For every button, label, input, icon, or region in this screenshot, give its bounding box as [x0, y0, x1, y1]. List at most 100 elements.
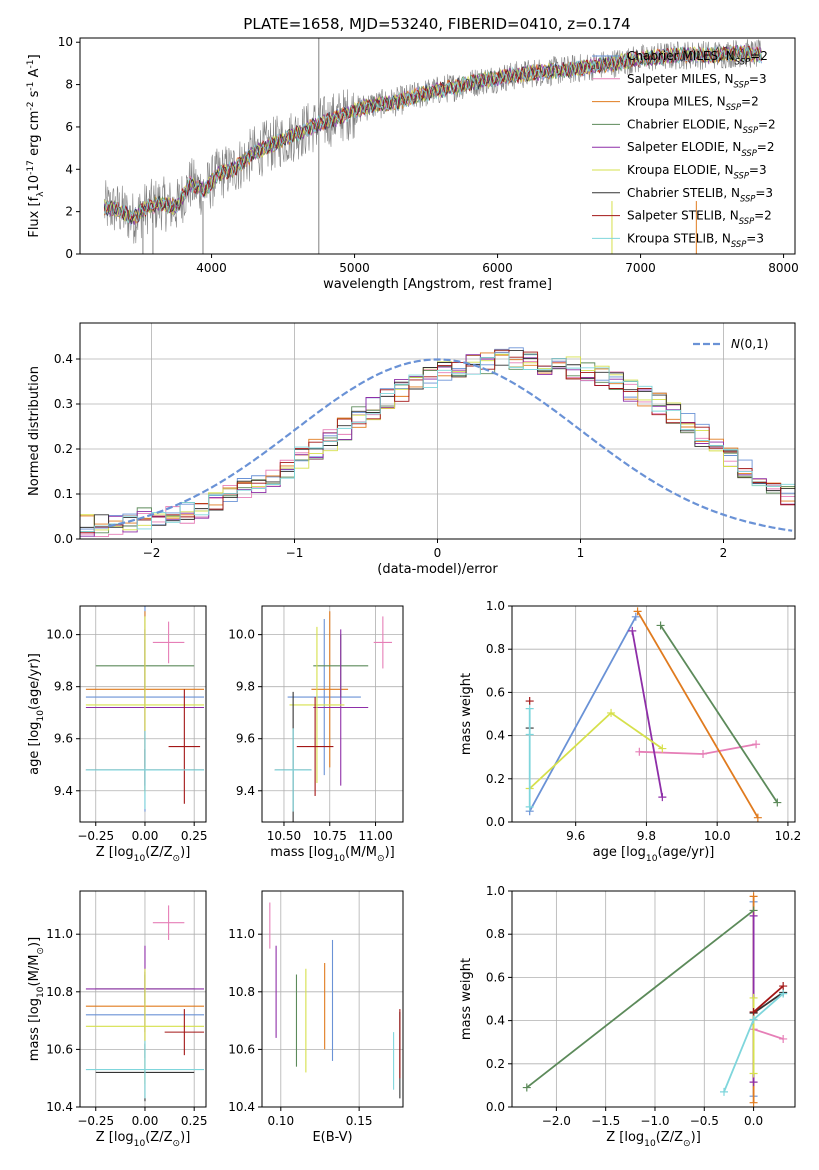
x-tick-label: −2.0 — [542, 1114, 571, 1128]
mass-weight-marker — [749, 1007, 758, 1016]
weight-vs-age-panel: 9.6 9.8 10.0 10.2 0.0 0.2 0.4 0.6 0.8 1.0 age [log… — [459, 599, 801, 864]
label-fragment: SSP — [734, 171, 750, 181]
label-fragment: (age/yr)] — [657, 845, 714, 860]
label-fragment: (age/yr)] — [27, 653, 42, 710]
plot-area — [80, 347, 795, 537]
label-fragment: 10 — [134, 854, 146, 864]
label-fragment: (Z/Z — [656, 1130, 683, 1145]
x-tick-label: 5000 — [339, 261, 370, 275]
label-fragment: ) — [764, 337, 769, 351]
x-tick-label: 0.00 — [132, 1114, 159, 1128]
label-fragment: )] — [27, 937, 42, 947]
x-axis-label: Z [log10(Z/Z⊙)] — [606, 1130, 701, 1149]
x-tick-label: 0.25 — [181, 829, 208, 843]
mass-weight-line-5 — [529, 711, 663, 790]
y-axis-label: Flux [fλ10-17 erg cm-2 s-1 A-1] — [26, 54, 46, 237]
x-axis-label: mass [log10(M/M⊙)] — [270, 845, 394, 864]
y-tick-label: 9.8 — [54, 680, 73, 694]
legend-label: Kroupa STELIB, NSSP=3 — [627, 231, 764, 249]
axes-frame — [261, 890, 404, 1108]
x-tick-label: −1.0 — [640, 1114, 669, 1128]
x-tick-label: −1.5 — [591, 1114, 620, 1128]
label-fragment: =2 — [741, 95, 759, 109]
label-fragment: -17 — [26, 160, 36, 175]
plot-area — [85, 606, 205, 812]
label-fragment: (Z/Z — [145, 1130, 172, 1145]
y-tick-label: 10.6 — [46, 1042, 73, 1056]
axes-frame — [511, 605, 796, 823]
legend-label: Salpeter ELODIE, NSSP=2 — [627, 140, 775, 158]
label-fragment: s — [27, 90, 42, 101]
y-tick-label: 0.0 — [486, 815, 505, 829]
y-tick-label: 0.3 — [54, 397, 73, 411]
label-fragment: )] — [180, 1130, 190, 1145]
mass-weight-marker — [525, 697, 534, 706]
label-fragment: mass weight — [459, 958, 474, 1040]
label-fragment: SSP — [735, 57, 751, 67]
mass-weight-marker — [779, 1034, 788, 1043]
y-tick-label: 10.6 — [228, 1042, 255, 1056]
spectrum-panel: 4000 5000 6000 7000 8000 0 2 4 6 8 10 wavelength [A… — [26, 35, 799, 292]
label-fragment: erg cm — [27, 111, 42, 160]
y-tick-label: 9.4 — [54, 784, 73, 798]
label-fragment: A — [27, 68, 42, 81]
label-fragment: =3 — [749, 163, 767, 177]
x-tick-label: 9.6 — [566, 829, 585, 843]
label-fragment: Z [log — [96, 845, 134, 860]
x-tick-label: 0.25 — [181, 1114, 208, 1128]
x-tick-label: −0.5 — [690, 1114, 719, 1128]
y-tick-label: 1.0 — [486, 884, 505, 898]
mass-weight-marker — [720, 1087, 729, 1096]
mass-weight-marker — [752, 740, 761, 749]
y-tick-label: 0.2 — [54, 442, 73, 456]
plot-area — [525, 607, 782, 822]
label-fragment: SSP — [740, 193, 756, 203]
label-fragment: ( — [740, 337, 745, 351]
y-tick-label: 0.4 — [486, 729, 505, 743]
x-axis-label: age [log10(age/yr)] — [593, 845, 715, 864]
label-fragment: =2 — [758, 117, 776, 131]
mass-vs-ebv-panel: 0.10 0.15 10.4 10.6 10.8 11.0 E(B-V) — [228, 890, 404, 1145]
label-fragment: =3 — [746, 231, 764, 245]
y-tick-label: 10.0 — [228, 628, 255, 642]
legend-label: Chabrier MILES, NSSP=2 — [627, 49, 768, 67]
y-tick-label: 1.0 — [486, 599, 505, 613]
label-fragment: mass [log — [270, 845, 333, 860]
mass-weight-marker — [525, 802, 534, 811]
label-fragment: ⊙ — [173, 854, 181, 864]
x-tick-label: 10.0 — [704, 829, 731, 843]
y-tick-label: 0 — [65, 247, 73, 261]
residual-histogram-2 — [80, 352, 795, 525]
residual-histogram-6 — [80, 349, 795, 528]
label-fragment: =2 — [754, 209, 772, 223]
y-tick-label: 9.4 — [236, 784, 255, 798]
y-tick-label: 10.4 — [46, 1100, 73, 1114]
label-fragment: 1 — [756, 337, 764, 351]
label-fragment: Chabrier ELODIE, N — [627, 117, 743, 131]
x-tick-label: −0.25 — [77, 829, 114, 843]
label-fragment: -2 — [26, 102, 36, 111]
mass-weight-marker — [749, 993, 758, 1002]
y-tick-label: 0.4 — [486, 1014, 505, 1028]
label-fragment: -1 — [26, 59, 36, 68]
y-tick-label: 0.8 — [486, 642, 505, 656]
mass-weight-marker — [522, 1083, 531, 1092]
mass-weight-marker — [628, 626, 637, 635]
y-tick-label: 10 — [58, 35, 73, 49]
x-tick-label: 0.15 — [346, 1114, 373, 1128]
label-fragment: 10 — [646, 854, 658, 864]
legend-label: Salpeter STELIB, NSSP=2 — [627, 209, 772, 227]
mass-weight-marker — [525, 704, 534, 713]
label-fragment: , — [752, 337, 756, 351]
label-fragment: ⊙ — [173, 1139, 181, 1149]
y-tick-label: 10.8 — [46, 985, 73, 999]
label-fragment: SSP — [743, 125, 759, 135]
residuals-panel: −2 −1 0 1 20.00.10.20.30.4(data-model)/error… — [27, 322, 796, 577]
label-fragment: =3 — [749, 72, 767, 86]
plot-area — [269, 902, 401, 1099]
mass-weight-marker — [658, 744, 667, 753]
mass-weight-marker — [631, 612, 640, 621]
legend-label: Chabrier ELODIE, NSSP=2 — [627, 117, 776, 135]
mass-weight-marker — [633, 607, 642, 616]
x-tick-label: 9.8 — [637, 829, 656, 843]
